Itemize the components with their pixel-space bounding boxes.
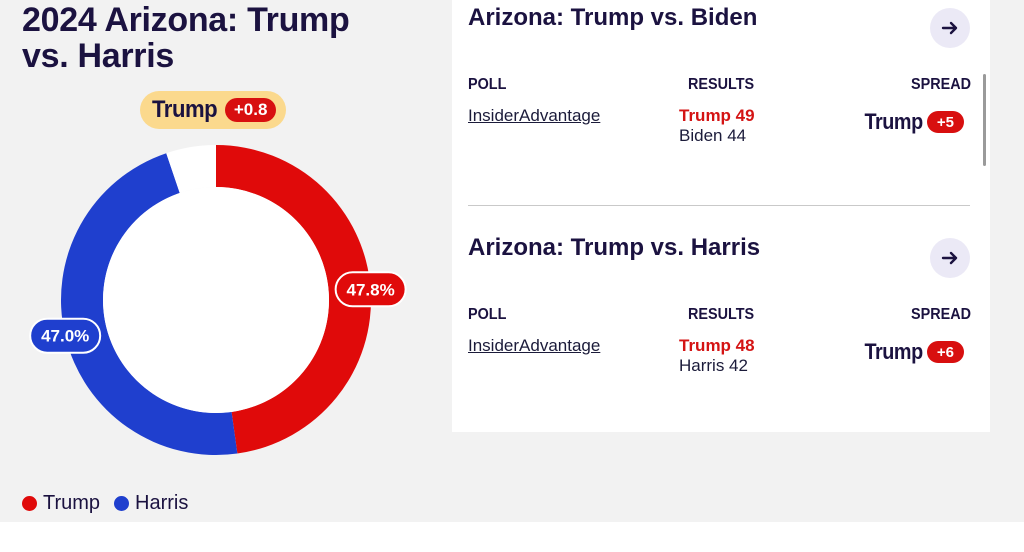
legend-label-harris: Harris (135, 492, 189, 514)
legend-dot-harris (114, 496, 130, 511)
spread-column-header: SPREAD (911, 76, 972, 93)
spread-cell: Trump +6 (858, 339, 964, 365)
polls-panel: Arizona: Trump vs. Biden POLL RESULTS SP… (452, 0, 990, 432)
card-divider (468, 205, 970, 206)
poll-card-trump-biden: Arizona: Trump vs. Biden POLL RESULTS SP… (468, 4, 972, 184)
result-leader: Trump 49 (679, 106, 755, 125)
chart-panel: 2024 Arizona: Trump vs. Harris 47.8% 47.0… (0, 0, 436, 522)
result-trailer: Harris 42 (679, 356, 748, 375)
bottom-strip (0, 522, 1024, 552)
donut-slice-harris (60, 153, 238, 455)
card-title: Arizona: Trump vs. Harris (468, 234, 761, 261)
spread-column-header: SPREAD (911, 306, 972, 323)
result-leader: Trump 48 (679, 336, 755, 355)
scrollbar[interactable] (983, 74, 986, 166)
poll-column-header: POLL (468, 76, 507, 93)
poll-name-link[interactable]: InsiderAdvantage (468, 336, 601, 355)
spread-leader-name: Trump (864, 339, 924, 364)
donut-hole (103, 187, 329, 413)
card-title: Arizona: Trump vs. Biden (468, 4, 758, 31)
leader-spread-badge: +0.8 (224, 98, 277, 122)
legend-item-harris: Harris (114, 492, 188, 515)
open-card-button[interactable] (930, 238, 970, 278)
open-card-button[interactable] (930, 8, 970, 48)
poll-name-link[interactable]: InsiderAdvantage (468, 106, 601, 125)
donut-label-trump: 47.8% (334, 271, 407, 308)
donut-slice-trump (216, 145, 371, 454)
donut-label-text: 47.8% (347, 280, 395, 299)
chart-legend: Trump Harris (22, 492, 202, 515)
donut-label-harris: 47.0% (29, 317, 102, 354)
poll-column-header: POLL (468, 306, 507, 323)
results-column-header: RESULTS (688, 306, 755, 323)
legend-label-trump: Trump (43, 492, 101, 514)
spread-badge: +5 (926, 111, 964, 133)
leader-pill: Trump +0.8 (140, 91, 287, 129)
donut-label-text: 47.0% (41, 327, 89, 346)
spread-cell: Trump +5 (858, 109, 964, 135)
poll-card-trump-harris: Arizona: Trump vs. Harris POLL RESULTS S… (468, 234, 972, 414)
arrow-right-icon (941, 251, 958, 265)
leader-name: Trump (152, 96, 218, 123)
results-column-header: RESULTS (688, 76, 755, 93)
legend-item-trump: Trump (22, 492, 100, 515)
page-title: 2024 Arizona: Trump vs. Harris (22, 1, 350, 75)
donut-chart: 47.8% 47.0% (29, 145, 407, 455)
arrow-right-icon (941, 21, 958, 35)
legend-dot-trump (22, 496, 37, 511)
spread-leader-name: Trump (864, 109, 924, 134)
spread-badge: +6 (926, 341, 964, 363)
result-trailer: Biden 44 (679, 126, 747, 145)
donut-slice-other-undecided (166, 145, 216, 193)
